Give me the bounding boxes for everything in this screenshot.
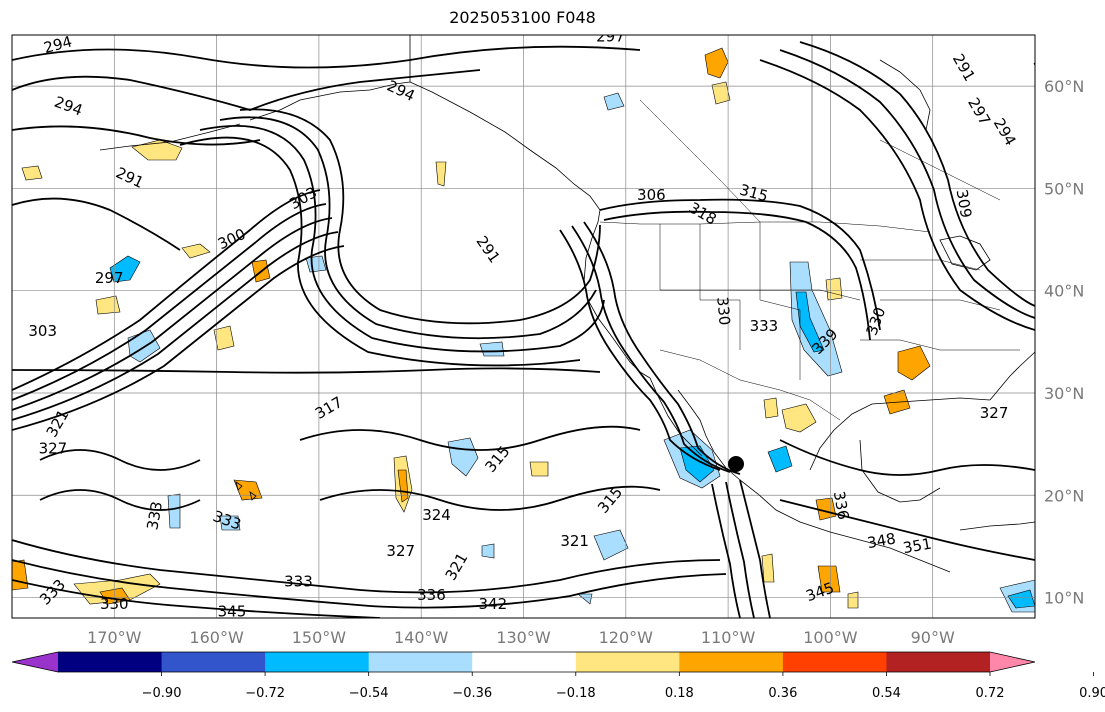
lon-tick-label: 100°W bbox=[803, 628, 858, 647]
colorbar-segment bbox=[575, 652, 680, 672]
contour-label: 327 bbox=[386, 542, 415, 560]
lat-tick-label: 50°N bbox=[1044, 179, 1084, 198]
colorbar-tick-label: 0.72 bbox=[976, 686, 1005, 701]
contour-label: 333 bbox=[143, 500, 166, 531]
lon-tick-label: 170°W bbox=[87, 628, 142, 647]
contour-label: 324 bbox=[422, 506, 451, 524]
contour-label: 336 bbox=[417, 586, 446, 604]
lat-tick-label: 30°N bbox=[1044, 384, 1084, 403]
lon-tick-label: 120°W bbox=[599, 628, 654, 647]
contour-label: 330 bbox=[713, 296, 733, 326]
contour-label: 330 bbox=[100, 595, 129, 613]
contour-label: 342 bbox=[478, 595, 507, 613]
map-frame bbox=[11, 34, 1036, 619]
colorbar-tick-label: 0.54 bbox=[872, 686, 901, 701]
contour-label: 333 bbox=[284, 573, 313, 591]
political-borders bbox=[599, 35, 1020, 421]
map-area: 294 2972942942913033002973032913063183153… bbox=[12, 28, 1035, 620]
contour-label: 327 bbox=[980, 404, 1009, 422]
colorbar-extend-right bbox=[990, 652, 1035, 672]
lon-tick-label: 130°W bbox=[496, 628, 551, 647]
colorbar-segment bbox=[161, 652, 266, 672]
latitude-tick-labels: 60°N 50°N 40°N 30°N 20°N 10°N bbox=[1044, 77, 1084, 607]
colorbar-extend-left bbox=[12, 652, 58, 672]
longitude-tick-labels: 170°W 160°W 150°W 140°W 130°W 120°W 110°W 100°W… bbox=[87, 628, 955, 647]
colorbar-outline bbox=[11, 651, 1036, 673]
contour-label: 327 bbox=[39, 440, 68, 458]
colorbar-tick-label: −0.54 bbox=[349, 686, 389, 701]
contour-label: 321 bbox=[560, 532, 589, 550]
contour-label: 345 bbox=[218, 602, 247, 620]
colorbar-segment bbox=[886, 652, 991, 672]
low-center-marker bbox=[728, 456, 744, 472]
contour-label: 306 bbox=[637, 186, 666, 204]
lon-tick-label: 110°W bbox=[701, 628, 756, 647]
colorbar-segment bbox=[472, 652, 577, 672]
contour-label: 336 bbox=[830, 490, 853, 521]
lat-tick-label: 40°N bbox=[1044, 282, 1084, 301]
contour-label: 333 bbox=[750, 317, 779, 335]
colorbar-segment bbox=[782, 652, 887, 672]
colorbar-tick-label: −0.18 bbox=[556, 686, 596, 701]
colorbar-segment bbox=[368, 652, 473, 672]
contour-label: 303 bbox=[28, 322, 57, 340]
contour-label: 309 bbox=[953, 188, 976, 219]
colorbar-tick-label: 0.36 bbox=[768, 686, 797, 701]
colorbar-tick-label: −0.90 bbox=[142, 686, 182, 701]
contour-label: 297 bbox=[596, 28, 625, 46]
theta-contours bbox=[12, 41, 1035, 618]
colorbar-segment bbox=[58, 652, 163, 672]
lon-tick-label: 140°W bbox=[394, 628, 449, 647]
lat-tick-label: 60°N bbox=[1044, 77, 1084, 96]
contour-label: 294 bbox=[42, 32, 74, 57]
coastlines bbox=[99, 35, 1035, 573]
lon-tick-label: 160°W bbox=[189, 628, 244, 647]
lon-tick-label: 150°W bbox=[292, 628, 347, 647]
colorbar: −0.90 −0.72 −0.54 −0.36 −0.18 0.18 0.36 0.54 0.7… bbox=[11, 651, 1105, 701]
lon-tick-label: 90°W bbox=[911, 628, 955, 647]
contour-label: 297 bbox=[95, 269, 124, 287]
anomaly-shading bbox=[12, 47, 1035, 613]
colorbar-segment bbox=[265, 652, 370, 672]
gridlines bbox=[12, 35, 1035, 618]
contour-label: 348 bbox=[866, 529, 897, 552]
colorbar-tick-label: 0.90 bbox=[1079, 686, 1105, 701]
colorbar-tick-label: 0.18 bbox=[665, 686, 694, 701]
colorbar-tick-label: −0.36 bbox=[452, 686, 492, 701]
colorbar-segment bbox=[679, 652, 784, 672]
chart-title: 2025053100 F048 bbox=[449, 8, 596, 27]
lat-tick-label: 10°N bbox=[1044, 589, 1084, 608]
colorbar-tick-label: −0.72 bbox=[245, 686, 285, 701]
lat-tick-label: 20°N bbox=[1044, 486, 1084, 505]
contour-label: 351 bbox=[902, 535, 933, 558]
